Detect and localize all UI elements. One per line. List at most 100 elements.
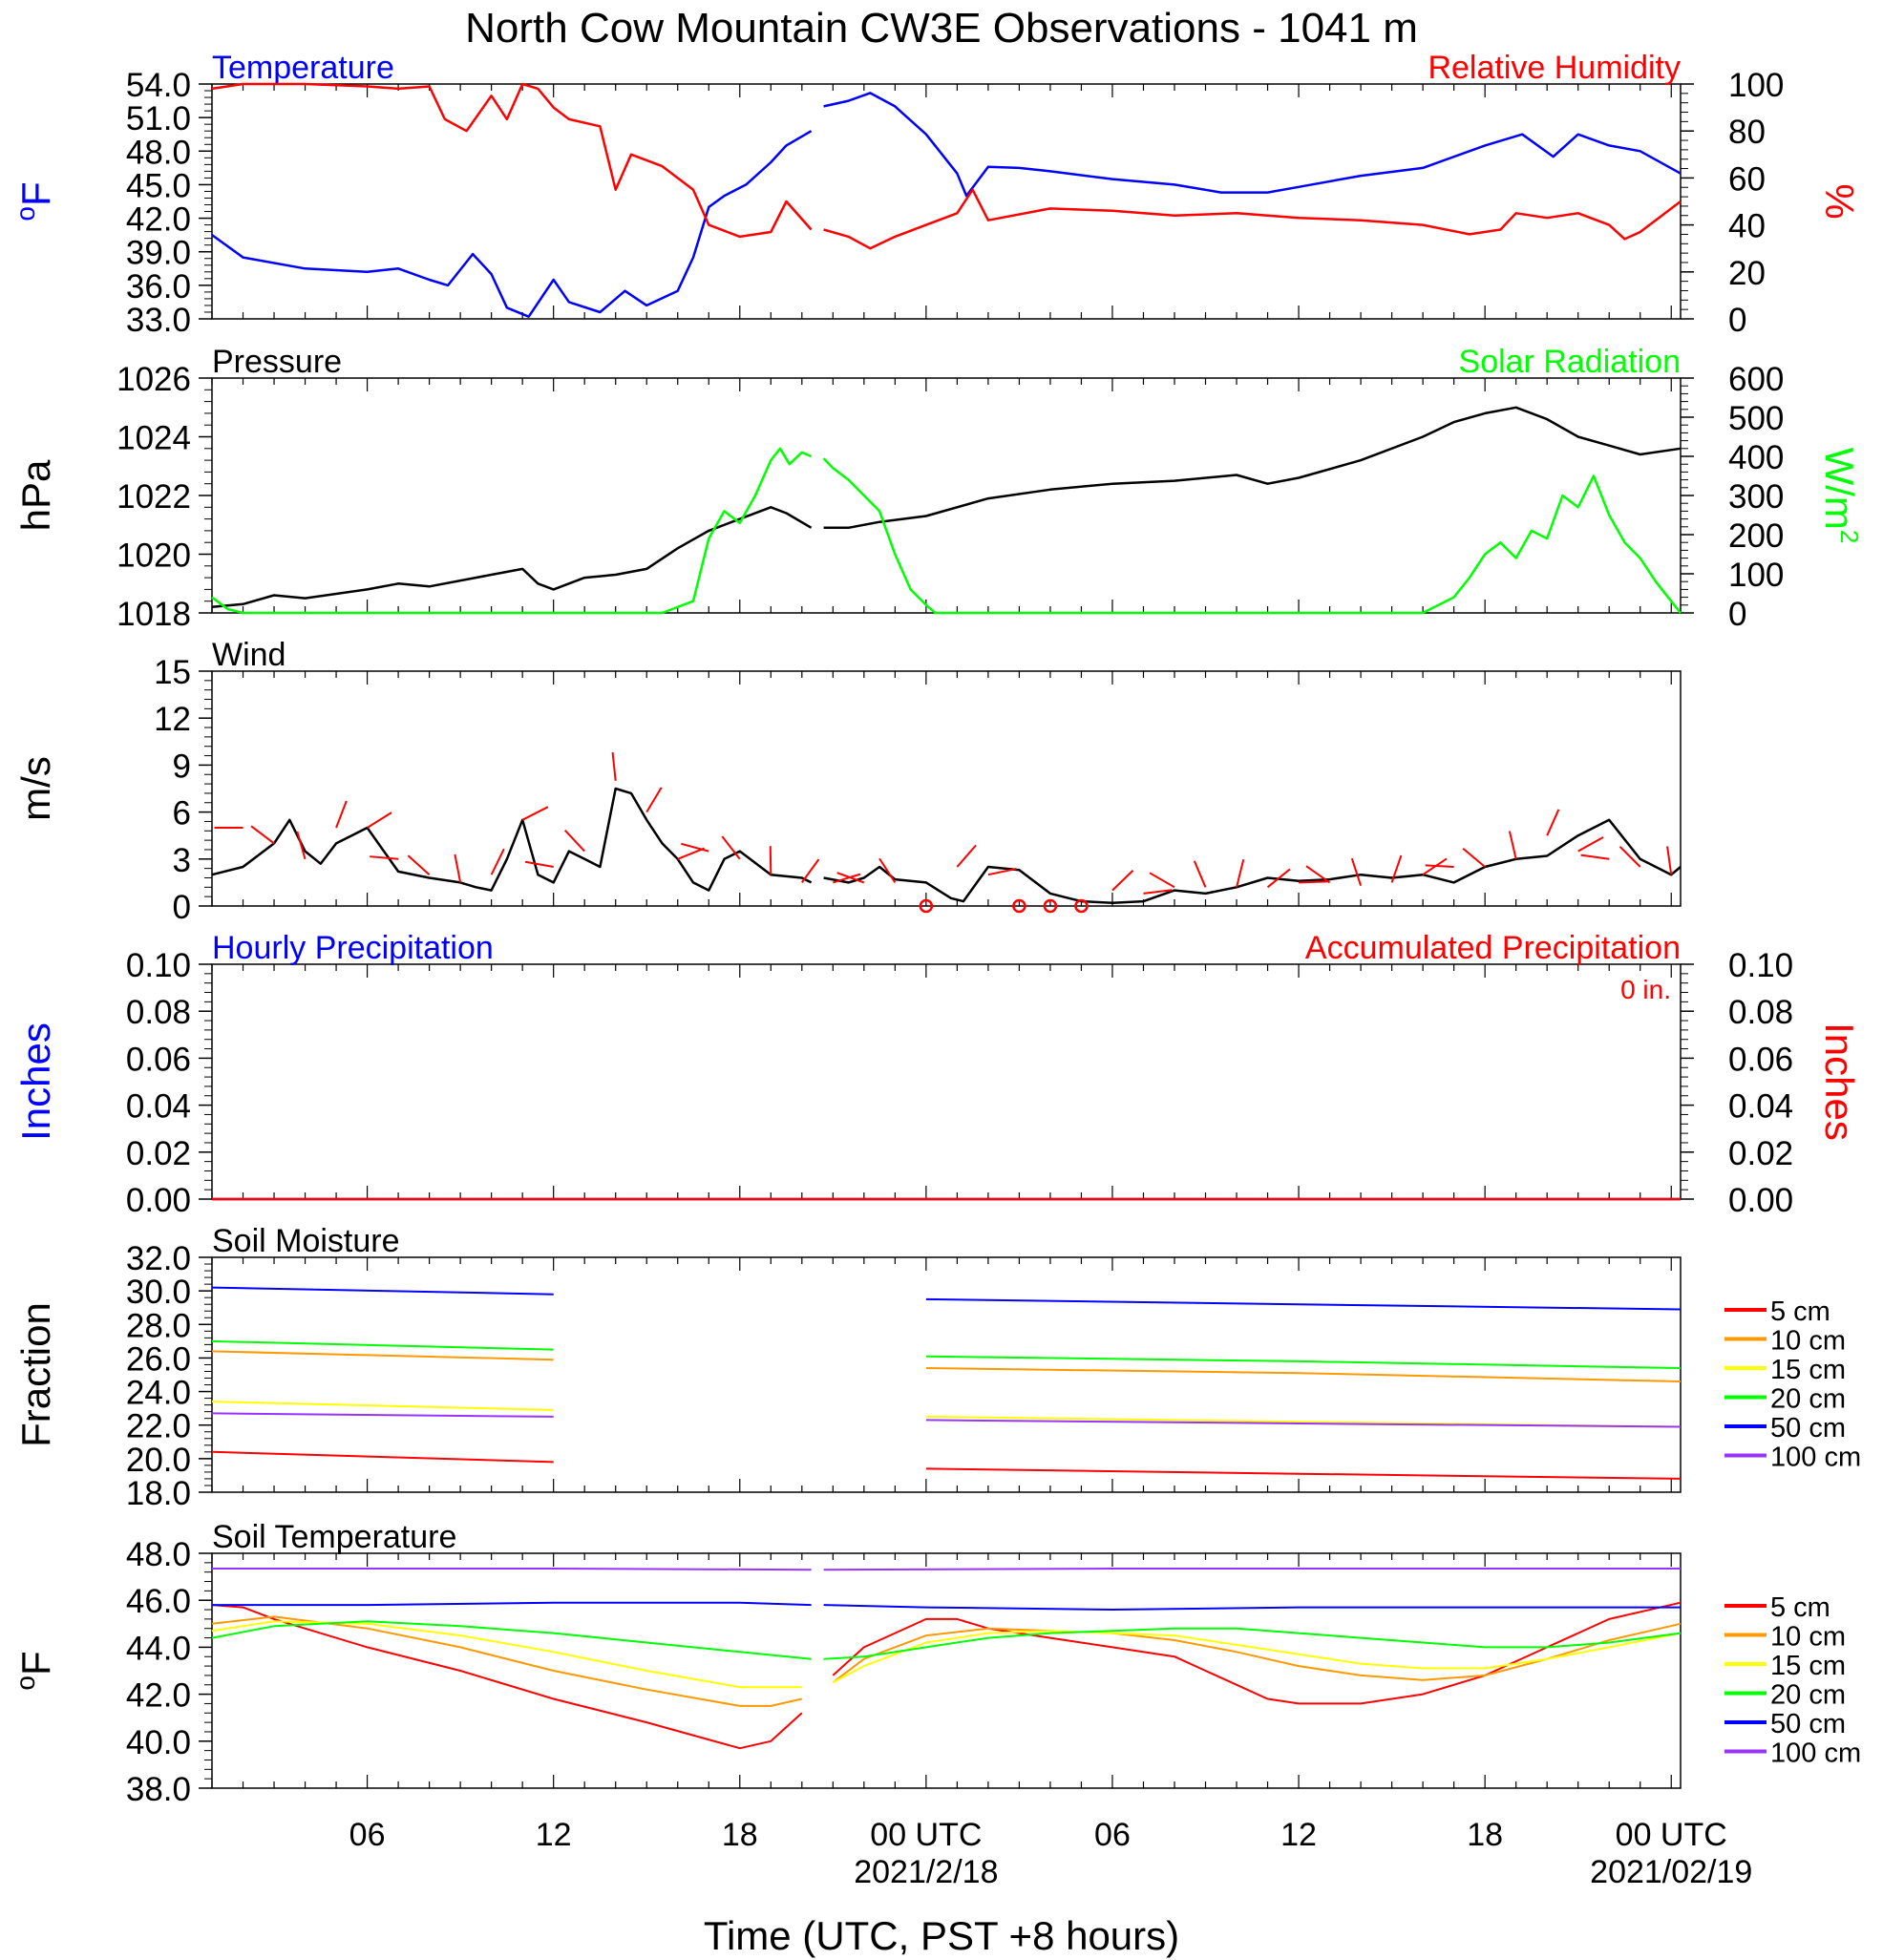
series-line-pressure xyxy=(823,406,1682,530)
y-left-tick-label: 1022 xyxy=(116,478,191,516)
y-right-axis-label: W/m2 xyxy=(1817,448,1864,544)
series-line-50-cm xyxy=(823,1604,1681,1611)
series-line-wind xyxy=(823,818,1682,904)
wind-barb xyxy=(1580,854,1610,860)
wind-barb xyxy=(1193,860,1207,888)
y-right-tick-label: 500 xyxy=(1728,400,1784,437)
unit-letter: F xyxy=(13,181,58,206)
panel-title-left: Temperature xyxy=(212,50,394,86)
y-left-tick-label: 40.0 xyxy=(126,1724,191,1761)
panel-title-right: Relative Humidity xyxy=(1428,50,1681,86)
series-line-10-cm xyxy=(211,1350,554,1361)
y-left-tick-label: 33.0 xyxy=(126,302,191,339)
wind-barb xyxy=(800,858,820,883)
y-right-axis-label: % xyxy=(1817,183,1862,219)
y-right-tick-label: 400 xyxy=(1728,439,1784,476)
panel-title-left: Hourly Precipitation xyxy=(212,930,494,966)
y-left-tick-label: 48.0 xyxy=(126,134,191,171)
y-left-tick-label: 18.0 xyxy=(126,1475,191,1512)
y-left-tick-label: 0.02 xyxy=(126,1135,191,1172)
y-left-tick-label: 42.0 xyxy=(126,1677,191,1715)
x-axis-label: Time (UTC, PST +8 hours) xyxy=(704,1913,1179,1958)
y-left-axis-label: hPa xyxy=(13,459,58,531)
legend-label: 10 cm xyxy=(1770,1326,1846,1357)
y-left-tick-label: 32.0 xyxy=(126,1240,191,1277)
wind-barb xyxy=(1390,854,1403,883)
series-line-15-cm xyxy=(211,1620,802,1689)
figure-title: North Cow Mountain CW3E Observations - 1… xyxy=(465,5,1418,52)
wind-barb xyxy=(681,842,709,853)
legend-label: 15 cm xyxy=(1770,1355,1846,1385)
wind-barb xyxy=(1425,864,1454,868)
panel-title-left: Wind xyxy=(212,637,286,673)
calm-wind-marker xyxy=(1074,898,1089,914)
x-tick-label: 06 xyxy=(349,1817,386,1853)
legend-label: 5 cm xyxy=(1770,1592,1830,1623)
wind-barb xyxy=(956,844,977,868)
x-tick-label: 00 UTC xyxy=(1616,1817,1727,1853)
y-left-tick-label: 36.0 xyxy=(126,268,191,306)
wind-barb xyxy=(1266,868,1291,889)
y-left-tick-label: 30.0 xyxy=(126,1274,191,1311)
y-left-axis-label: oF xyxy=(11,1651,58,1690)
wind-barb xyxy=(1577,836,1604,853)
wind-barb xyxy=(1111,870,1134,892)
wind-barb xyxy=(677,847,705,860)
wind-barb xyxy=(563,829,585,853)
unit-text: W/m xyxy=(1817,448,1862,530)
wind-barb xyxy=(836,872,865,884)
y-left-tick-label: 22.0 xyxy=(126,1408,191,1445)
y-right-tick-label: 0.04 xyxy=(1728,1088,1793,1126)
y-left-axis-label: oF xyxy=(11,181,58,221)
y-left-tick-label: 0.06 xyxy=(126,1041,191,1078)
panel-title-left: Pressure xyxy=(212,344,342,380)
y-left-tick-label: 0.10 xyxy=(126,947,191,984)
y-right-tick-label: 0.00 xyxy=(1728,1182,1793,1219)
panel-soil_moisture: 18.020.022.024.026.028.030.032.0 Soil Moi… xyxy=(13,1223,1861,1512)
y-left-tick-label: 51.0 xyxy=(126,100,191,137)
y-left-tick-label: 0 xyxy=(173,889,191,926)
y-left-tick-label: 28.0 xyxy=(126,1307,191,1344)
series-line-wind xyxy=(211,787,813,892)
y-left-tick-label: 3 xyxy=(173,842,191,879)
calm-wind-marker xyxy=(1012,898,1026,914)
panel-title-left: Soil Temperature xyxy=(212,1519,456,1555)
y-left-tick-label: 38.0 xyxy=(126,1771,191,1808)
panel-wind: 0 3 6 9 12 15 Wind m/s xyxy=(13,637,1682,926)
panel-title-right: Accumulated Precipitation xyxy=(1305,930,1681,966)
series-line-5-cm xyxy=(211,1604,803,1750)
y-left-tick-label: 0.08 xyxy=(126,994,191,1031)
y-left-tick-label: 1026 xyxy=(116,361,191,398)
series-line-15-cm xyxy=(832,1630,1682,1684)
legend-label: 50 cm xyxy=(1770,1413,1846,1444)
y-right-axis-label: Inches xyxy=(1817,1022,1862,1141)
y-left-tick-label: 26.0 xyxy=(126,1340,191,1378)
calm-wind-marker xyxy=(919,898,934,914)
y-left-tick-label: 0.00 xyxy=(126,1182,191,1219)
series-line-relative-humidity xyxy=(823,188,1682,250)
panel-frame xyxy=(211,670,1682,907)
wind-barb xyxy=(1462,847,1486,868)
legend-label: 20 cm xyxy=(1770,1680,1846,1711)
y-left-axis-label: m/s xyxy=(13,756,58,821)
y-left-axis-label: Inches xyxy=(13,1022,58,1141)
wind-barb xyxy=(524,860,554,868)
series-line-20-cm xyxy=(823,1627,1682,1660)
y-left-axis-label: Fraction xyxy=(13,1302,58,1447)
wind-barb xyxy=(1149,872,1175,889)
y-left-tick-label: 20.0 xyxy=(126,1442,191,1479)
y-left-tick-label: 46.0 xyxy=(126,1583,191,1620)
y-left-tick-label: 15 xyxy=(154,654,191,691)
legend-label: 5 cm xyxy=(1770,1296,1830,1327)
y-right-tick-label: 0.08 xyxy=(1728,994,1793,1031)
series-line-solar-radiation xyxy=(822,457,1682,615)
legend-label: 15 cm xyxy=(1770,1651,1846,1681)
y-left-tick-label: 45.0 xyxy=(126,167,191,204)
wind-barb xyxy=(370,855,399,860)
y-left-tick-label: 48.0 xyxy=(126,1536,191,1573)
panels-group: 33.036.039.042.045.048.051.054.002040608… xyxy=(11,50,1864,1808)
series-line-50-cm xyxy=(925,1297,1682,1311)
